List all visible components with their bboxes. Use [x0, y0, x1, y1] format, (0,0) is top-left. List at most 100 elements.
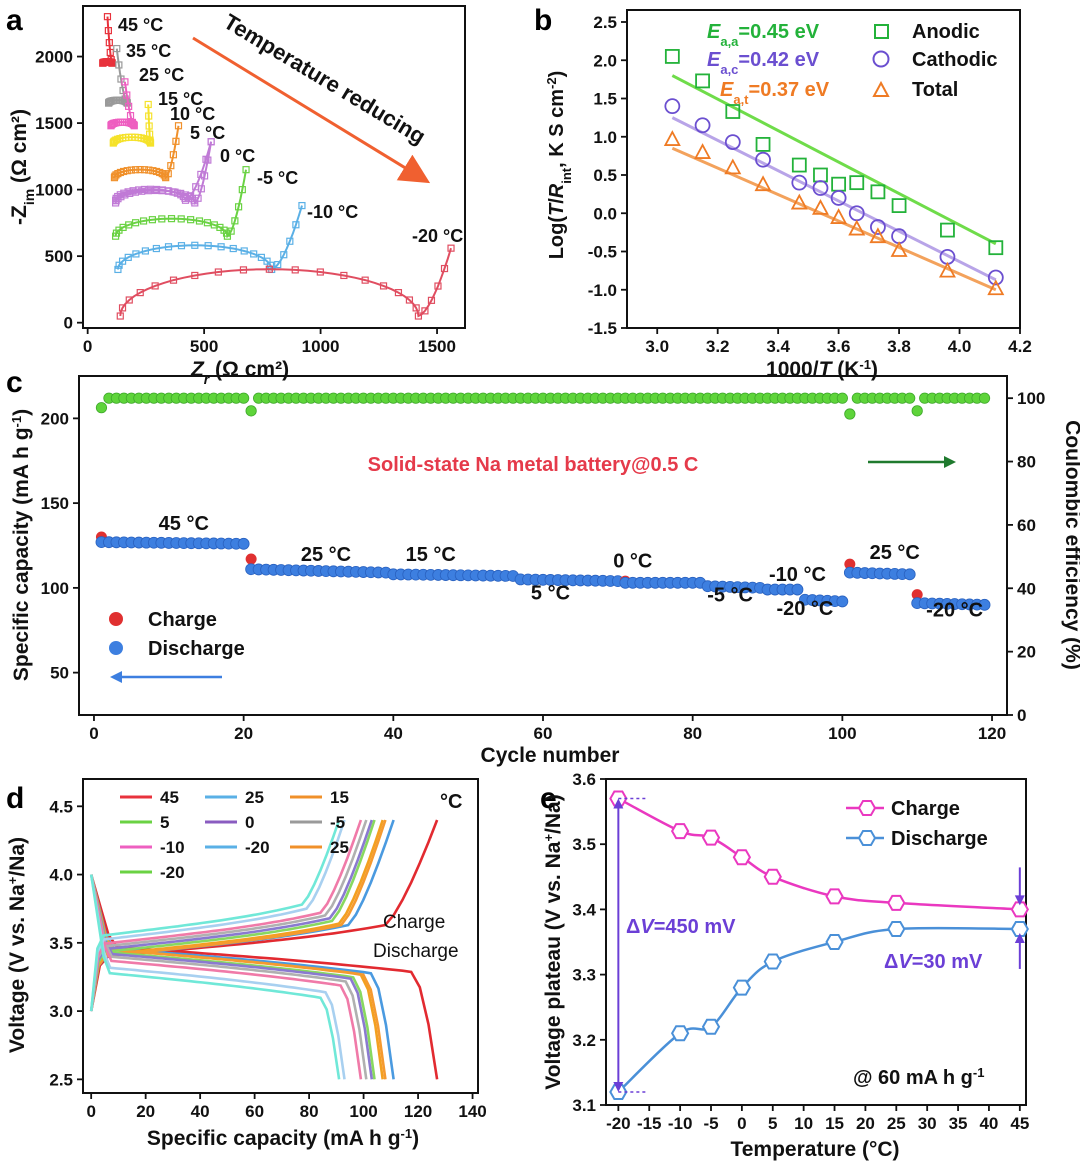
nyquist-label: 35 °C	[126, 41, 171, 61]
panel-a-xlabel: Zr (Ω cm²)	[190, 358, 289, 387]
nyquist-point	[136, 289, 144, 297]
d-xtick-label: 100	[349, 1102, 377, 1121]
legend-anodic-marker	[874, 24, 889, 39]
cathodic-point	[987, 269, 1004, 286]
legend-charge-label: Charge	[148, 609, 217, 631]
nyquist-label: 0 °C	[220, 146, 255, 166]
nyquist-point	[145, 112, 153, 120]
nyquist-point	[250, 250, 258, 258]
c-xtick-label: 20	[234, 724, 253, 743]
anodic-point	[695, 73, 710, 89]
nyquist-point	[145, 166, 153, 174]
d-ytick-label: 4.0	[49, 866, 73, 885]
d-xtick-label: 120	[404, 1102, 432, 1121]
panel-d-legend: 45 25 15 5 0 -5 -10 -20 25 -20	[120, 788, 349, 882]
panel-c-ylabel-right: Coulombic efficiency (%)	[1061, 420, 1080, 670]
cathodic-point	[755, 151, 771, 168]
nyquist-point	[207, 138, 215, 146]
c-right-ytick-label: 100	[1017, 389, 1045, 408]
charge-curve-5	[89, 819, 374, 1012]
e-xtick-label: -5	[703, 1114, 718, 1133]
panel-c-xlabel: Cycle number	[481, 744, 620, 767]
legend-label: -20	[245, 838, 270, 857]
panel-e-legend: Charge Discharge	[846, 798, 988, 850]
d-yl-p2: /Na)	[6, 837, 29, 877]
dvr-val: =30 mV	[912, 951, 983, 973]
nyquist-point	[298, 201, 306, 210]
nyquist-point	[195, 217, 204, 225]
nyquist-point	[204, 242, 212, 250]
e-xtick-label: 40	[979, 1114, 998, 1133]
panel-b-ea-labels: Ea,a=0.45 eV Ea,c=0.42 eV Ea,t=0.37 eV	[707, 21, 830, 107]
nyquist-point	[204, 156, 212, 164]
b-xtick-label: 3.2	[706, 337, 730, 356]
legend-label: -10	[160, 838, 185, 857]
legend-total-label: Total	[912, 79, 958, 101]
b-ytick-label: 1.5	[593, 90, 617, 109]
c-yl-p2: )	[10, 409, 33, 416]
d-xtick-label: 60	[245, 1102, 264, 1121]
b-xlabel-p0: 1000/	[766, 358, 819, 381]
cathodic-point	[870, 219, 886, 235]
label-charge: Charge	[383, 912, 445, 933]
discharge-point	[732, 979, 752, 996]
nyquist-point	[151, 186, 159, 195]
panel-e-annotations	[613, 797, 1025, 1093]
delta-left-arrow-down	[613, 1081, 624, 1092]
d-xtick-label: 80	[300, 1102, 319, 1121]
c-left-ytick-label: 100	[41, 579, 69, 598]
c-right-ytick-label: 60	[1017, 516, 1036, 535]
dvl-v: V	[640, 916, 655, 938]
nyquist-point	[121, 191, 129, 199]
legend-e-charge-marker	[857, 800, 877, 816]
rate-p1: -1	[973, 1065, 985, 1080]
d-yl-p1: +	[5, 876, 20, 884]
nyquist-point	[145, 137, 154, 145]
nyquist-point	[274, 260, 282, 269]
charge-point	[887, 894, 906, 911]
nyquist-point	[203, 219, 212, 227]
temperature-label: -10 °C	[769, 564, 826, 586]
d-xtick-label: 140	[458, 1102, 486, 1121]
cathodic-point	[830, 190, 847, 206]
discharge-curve-7	[89, 874, 363, 1080]
nyquist-point	[149, 167, 157, 175]
temperature-label: 0 °C	[613, 551, 652, 573]
discharge-point	[791, 583, 804, 596]
panel-e-ticks: -20 -15 -10 -5 0 5 10 15 20 25 30 35 40 45 3.1 3.2 3.3 3.…	[572, 770, 1029, 1133]
total-point	[848, 219, 866, 236]
b-ylabel-p0: Log(	[546, 216, 568, 260]
e-xtick-label: 25	[887, 1114, 906, 1133]
nyquist-point	[145, 122, 153, 130]
panel-e-series	[609, 790, 1029, 1100]
nyquist-line-9	[119, 247, 452, 318]
legend-cathodic-label: Cathodic	[912, 49, 998, 71]
d-ytick-label: 4.5	[49, 797, 73, 816]
nyquist-point	[340, 271, 348, 280]
nyquist-point	[114, 265, 122, 274]
discharge-point	[670, 1025, 690, 1042]
panel-a-ylabel-unit: (Ω cm²)	[8, 109, 31, 189]
ce-point	[95, 402, 108, 414]
a-ytick-label: 500	[45, 247, 73, 266]
nyquist-point	[123, 167, 131, 175]
total-point	[830, 208, 848, 224]
nyquist-point	[158, 187, 166, 195]
discharge-point	[903, 568, 916, 581]
nyquist-point	[316, 268, 324, 276]
nyquist-label: 5 °C	[190, 123, 225, 143]
b-ytick-label: 0.0	[593, 204, 617, 223]
total-point	[869, 227, 887, 244]
ce-point	[844, 408, 856, 420]
ea-anodic-e: E	[707, 21, 721, 43]
e-xtick-label: 0	[737, 1114, 746, 1133]
nyquist-point	[286, 237, 294, 245]
panel-a-frame	[82, 5, 466, 329]
ea-total-e: E	[720, 79, 734, 101]
d-xl-p1: -1	[401, 1126, 413, 1141]
nyquist-point	[112, 197, 120, 205]
anodic-point	[870, 184, 886, 200]
nyquist-point	[427, 296, 436, 304]
nyquist-point	[121, 78, 129, 86]
discharge-point	[836, 595, 849, 608]
